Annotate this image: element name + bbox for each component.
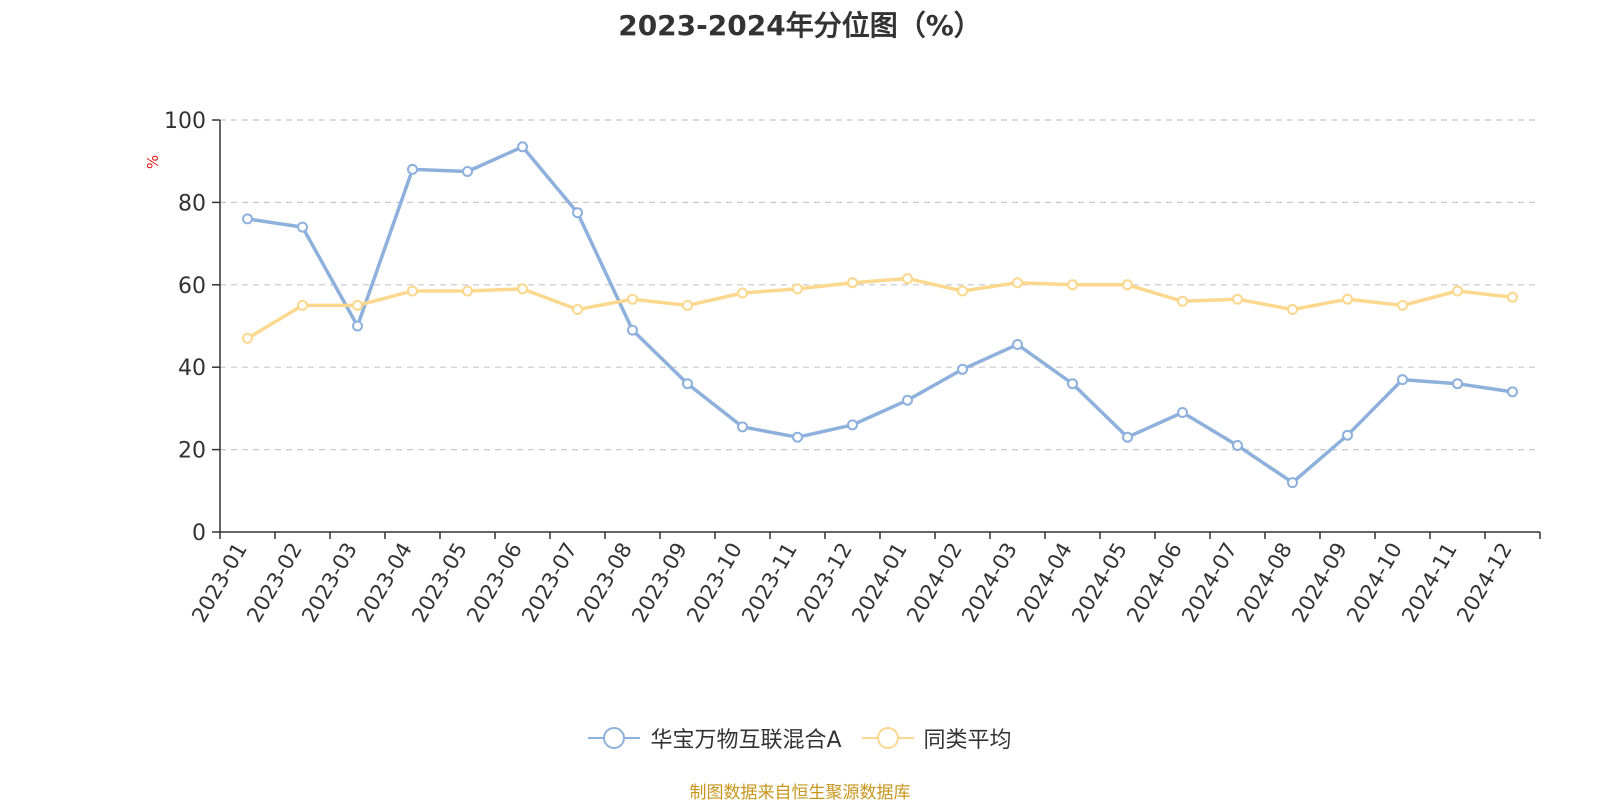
y-axis-unit-label: %: [144, 155, 162, 169]
y-tick-label: 0: [192, 521, 206, 546]
data-point-series-1: [352, 320, 363, 332]
data-point-series-2: [242, 332, 253, 344]
data-point-series-1: [1122, 431, 1133, 443]
legend-marker-series-1: [588, 727, 641, 749]
data-point-series-1: [902, 394, 913, 406]
data-point-series-2: [627, 293, 638, 305]
series-line-2: [245, 276, 1515, 341]
data-point-series-1: [517, 141, 528, 153]
data-point-series-2: [407, 285, 418, 297]
series-lines: [245, 145, 1515, 485]
data-point-series-1: [1452, 378, 1463, 390]
data-point-series-1: [1397, 374, 1408, 386]
legend-marker-series-2: [861, 727, 914, 749]
grid-lines: [220, 119, 1540, 451]
data-points: [242, 141, 1518, 489]
data-point-series-2: [1012, 277, 1023, 289]
data-point-series-2: [682, 299, 693, 311]
series-line-1: [245, 145, 1515, 485]
data-point-series-1: [1012, 339, 1023, 350]
data-point-series-2: [737, 287, 748, 299]
legend-circle: [876, 727, 899, 749]
data-point-series-2: [1287, 304, 1298, 315]
data-point-series-2: [1177, 295, 1188, 307]
source-note: 制图数据来自恒生聚源数据库: [689, 783, 911, 803]
data-point-series-1: [1067, 378, 1078, 390]
data-point-series-1: [1232, 440, 1243, 451]
data-point-series-2: [462, 285, 473, 297]
data-point-series-1: [242, 213, 253, 225]
data-point-series-1: [1507, 386, 1518, 398]
data-point-series-2: [1342, 293, 1353, 305]
legend-label-series-1: 华宝万物互联混合A: [650, 728, 842, 753]
x-tick-label: 2024-12: [1452, 539, 1517, 627]
data-point-series-1: [792, 431, 803, 443]
legend-item-series-1[interactable]: 华宝万物互联混合A: [588, 722, 842, 754]
data-point-series-2: [1122, 279, 1133, 291]
data-point-series-2: [1067, 279, 1078, 291]
data-point-series-1: [737, 421, 748, 433]
y-tick-label: 80: [178, 191, 206, 216]
legend: 华宝万物互联混合A 同类平均: [0, 722, 1600, 754]
data-point-series-2: [957, 285, 968, 297]
y-tick-label: 100: [164, 109, 206, 134]
data-point-series-1: [407, 163, 418, 175]
data-point-series-2: [847, 277, 858, 289]
data-point-series-1: [682, 378, 693, 390]
data-point-series-1: [1177, 407, 1188, 418]
data-point-series-2: [352, 299, 363, 311]
legend-label-series-2: 同类平均: [923, 728, 1012, 753]
chart-title: 2023-2024年分位图（%）: [618, 9, 982, 42]
data-point-series-2: [297, 299, 308, 311]
data-point-series-1: [957, 363, 968, 375]
y-tick-label: 40: [178, 356, 206, 381]
data-point-series-2: [1232, 293, 1243, 305]
data-point-series-1: [297, 221, 308, 233]
data-point-series-1: [847, 419, 858, 431]
data-point-series-2: [792, 283, 803, 295]
data-point-series-2: [1507, 291, 1518, 303]
y-tick-label: 60: [178, 274, 206, 299]
legend-item-series-2[interactable]: 同类平均: [861, 722, 1012, 754]
data-point-series-2: [572, 304, 583, 315]
data-point-series-1: [572, 207, 583, 219]
data-point-series-1: [462, 166, 473, 177]
data-point-series-2: [1452, 285, 1463, 297]
y-tick-label: 20: [178, 439, 206, 464]
legend-circle: [603, 727, 626, 749]
data-point-series-1: [1342, 429, 1353, 441]
data-point-series-1: [1287, 477, 1298, 489]
data-point-series-2: [902, 273, 913, 285]
data-point-series-1: [627, 324, 638, 336]
data-point-series-2: [1397, 299, 1408, 311]
data-point-series-2: [517, 283, 528, 295]
